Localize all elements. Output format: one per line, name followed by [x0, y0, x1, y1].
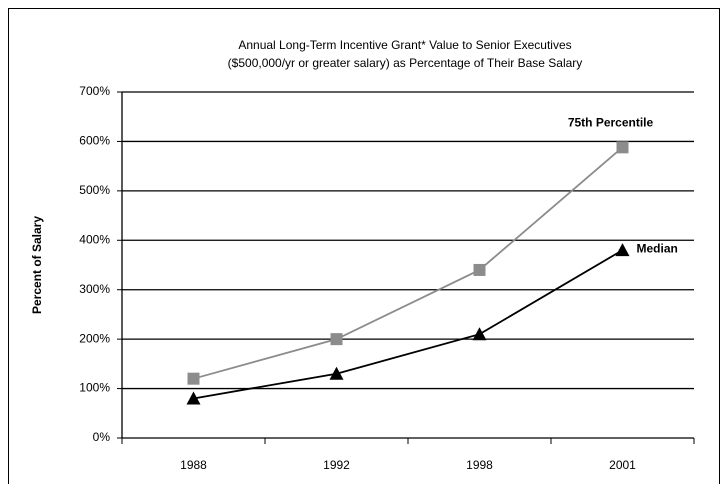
- chart-title: ($500,000/yr or greater salary) as Perce…: [228, 56, 583, 70]
- point: [330, 333, 343, 346]
- point: [472, 327, 487, 341]
- point: [329, 366, 344, 380]
- y-tick-label: 300%: [79, 282, 110, 296]
- point: [186, 391, 201, 405]
- point: [187, 372, 200, 385]
- point: [473, 263, 486, 276]
- y-tick-label: 600%: [79, 134, 110, 148]
- x-tick-label: 1988: [180, 458, 207, 472]
- x-tick-label: 1992: [323, 458, 350, 472]
- point: [615, 243, 630, 257]
- x-tick-label: 1998: [466, 458, 493, 472]
- series-line: [193, 146, 624, 380]
- y-tick-label: 500%: [79, 183, 110, 197]
- frame: [8, 8, 720, 484]
- y-tick-label: 400%: [79, 232, 110, 246]
- series-label: 75th Percentile: [568, 116, 654, 130]
- y-tick-label: 0%: [93, 430, 111, 444]
- series-line: [193, 249, 623, 400]
- point: [616, 141, 629, 154]
- y-tick-label: 100%: [79, 381, 110, 395]
- y-tick-label: 700%: [79, 84, 110, 98]
- series-label: Median: [637, 241, 678, 255]
- chart-title: Annual Long-Term Incentive Grant* Value …: [238, 38, 571, 52]
- x-tick-label: 2001: [609, 458, 636, 472]
- y-axis-label: Percent of Salary: [30, 216, 44, 314]
- y-tick-label: 200%: [79, 331, 110, 345]
